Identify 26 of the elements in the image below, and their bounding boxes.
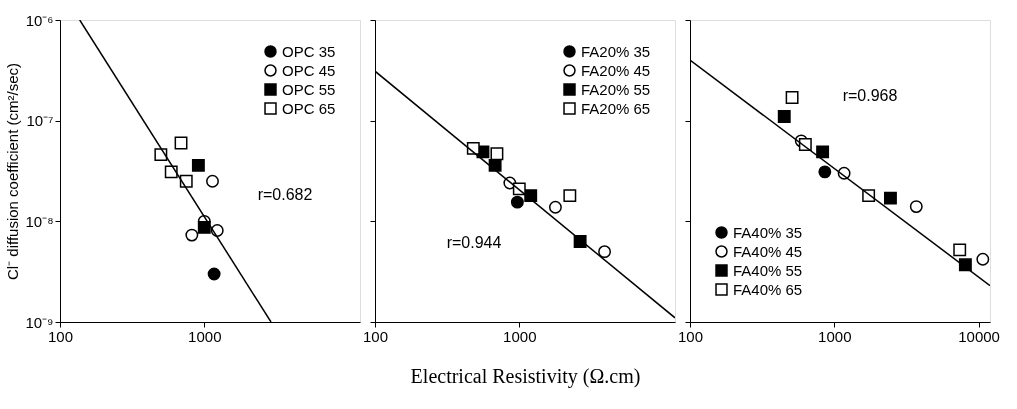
- x-tick-label: 10000: [958, 327, 1000, 345]
- legend-label: OPC 55: [282, 80, 336, 98]
- annotation: r=0.682: [257, 186, 313, 204]
- legend-label: OPC 65: [282, 99, 336, 117]
- legend-label: FA40% 35: [733, 223, 803, 241]
- x-tick-label: 100: [677, 327, 704, 345]
- legend-label: OPC 35: [282, 42, 336, 60]
- legend-label: OPC 45: [282, 61, 336, 79]
- legend-label: FA20% 55: [581, 80, 651, 98]
- legend-label: FA40% 55: [733, 261, 803, 279]
- legend-label: FA40% 45: [733, 242, 803, 260]
- annotation: r=0.968: [842, 86, 898, 104]
- annotation: r=0.944: [446, 234, 502, 252]
- x-axis-title: Electrical Resistivity (Ω.cm): [410, 364, 641, 388]
- y-tick-label: 10⁻⁸: [25, 212, 54, 230]
- legend-label: FA20% 35: [581, 42, 651, 60]
- x-tick-label: 1000: [818, 327, 852, 345]
- x-tick-label: 1000: [188, 327, 222, 345]
- y-tick-label: 10⁻⁷: [26, 112, 54, 130]
- x-tick-label: 100: [362, 327, 389, 345]
- legend-label: FA20% 65: [581, 99, 651, 117]
- y-axis-title: Cl⁻ diffusion coefficient (cm²/sec): [4, 62, 22, 281]
- legend-label: FA40% 65: [733, 280, 803, 298]
- x-tick-label: 1000: [503, 327, 537, 345]
- y-tick-label: 10⁻⁶: [25, 11, 54, 29]
- legend-label: FA20% 45: [581, 61, 651, 79]
